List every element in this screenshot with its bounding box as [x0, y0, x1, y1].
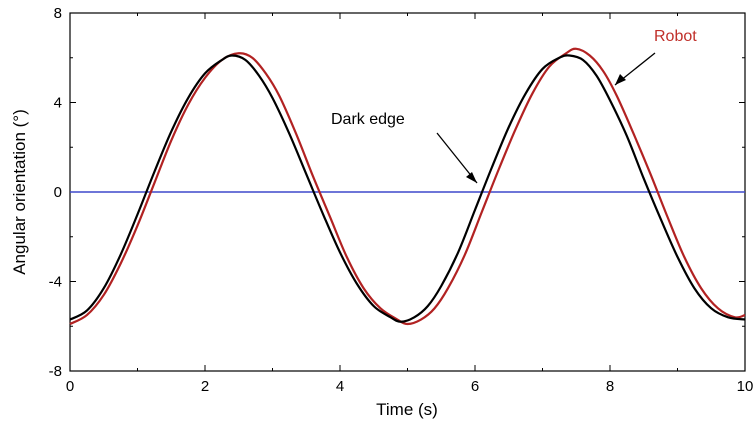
x-tick-label: 8 — [606, 378, 614, 395]
x-axis-label: Time (s) — [376, 400, 438, 419]
series-line-dark-edge — [69, 54, 746, 323]
y-tick-label: -4 — [49, 274, 62, 291]
series-group — [69, 47, 746, 326]
x-tick-label: 6 — [471, 378, 479, 395]
y-tick-label: -8 — [49, 363, 62, 380]
y-tick-label: 4 — [54, 95, 62, 112]
y-axis-label: Angular orientation (°) — [10, 109, 29, 275]
ticks: 0 2 4 6 8 10 -8 -4 0 4 8 — [49, 5, 754, 395]
y-tick-label: 8 — [54, 5, 62, 22]
annotation-dark-edge-arrowhead — [466, 172, 477, 183]
y-tick-label: 0 — [54, 184, 62, 201]
x-tick-label: 4 — [336, 378, 344, 395]
annotation-dark-edge: Dark edge — [331, 111, 405, 128]
x-tick-label: 0 — [66, 378, 74, 395]
annotation-robot-arrowhead — [615, 74, 626, 85]
series-line-robot — [69, 47, 746, 326]
x-tick-label: 2 — [201, 378, 209, 395]
annotation-robot: Robot — [654, 28, 697, 45]
x-tick-label: 10 — [737, 378, 754, 395]
